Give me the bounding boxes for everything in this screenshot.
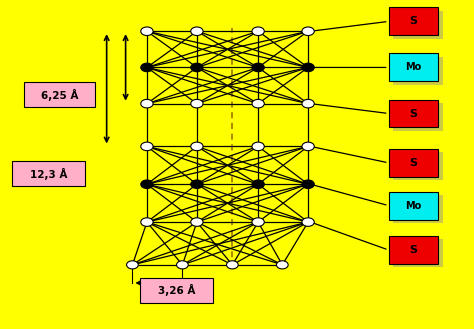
Circle shape [191, 63, 203, 72]
FancyBboxPatch shape [393, 103, 443, 131]
Circle shape [141, 99, 153, 108]
Circle shape [127, 261, 138, 269]
FancyBboxPatch shape [393, 152, 443, 180]
Text: 3,26 Å: 3,26 Å [158, 284, 195, 296]
Circle shape [176, 261, 188, 269]
Text: Mo: Mo [405, 201, 422, 211]
FancyBboxPatch shape [389, 7, 438, 35]
Circle shape [141, 63, 153, 72]
Circle shape [191, 142, 203, 151]
Circle shape [252, 63, 264, 72]
FancyBboxPatch shape [24, 82, 95, 107]
FancyBboxPatch shape [389, 53, 438, 81]
Circle shape [302, 180, 314, 189]
FancyBboxPatch shape [389, 99, 438, 127]
Circle shape [191, 27, 203, 36]
Circle shape [302, 27, 314, 36]
FancyBboxPatch shape [389, 191, 438, 220]
Circle shape [302, 63, 314, 72]
Circle shape [191, 99, 203, 108]
Text: S: S [410, 16, 418, 26]
Circle shape [141, 142, 153, 151]
Circle shape [302, 142, 314, 151]
Text: S: S [410, 158, 418, 168]
Circle shape [302, 99, 314, 108]
Text: Mo: Mo [405, 63, 422, 72]
Text: S: S [410, 109, 418, 118]
FancyBboxPatch shape [393, 11, 443, 38]
FancyBboxPatch shape [393, 57, 443, 85]
FancyBboxPatch shape [140, 278, 213, 303]
FancyBboxPatch shape [393, 240, 443, 267]
Circle shape [141, 218, 153, 226]
FancyBboxPatch shape [389, 236, 438, 264]
Text: 12,3 Å: 12,3 Å [30, 167, 67, 180]
Circle shape [252, 142, 264, 151]
Circle shape [227, 261, 238, 269]
FancyBboxPatch shape [389, 149, 438, 177]
Text: 6,25 Å: 6,25 Å [40, 89, 78, 101]
FancyBboxPatch shape [393, 195, 443, 223]
FancyBboxPatch shape [12, 161, 85, 186]
Circle shape [141, 27, 153, 36]
Circle shape [252, 27, 264, 36]
Circle shape [302, 218, 314, 226]
Circle shape [191, 218, 203, 226]
Circle shape [191, 180, 203, 189]
Circle shape [141, 180, 153, 189]
Text: S: S [410, 245, 418, 255]
Circle shape [252, 218, 264, 226]
Circle shape [276, 261, 288, 269]
Circle shape [252, 180, 264, 189]
Circle shape [252, 99, 264, 108]
